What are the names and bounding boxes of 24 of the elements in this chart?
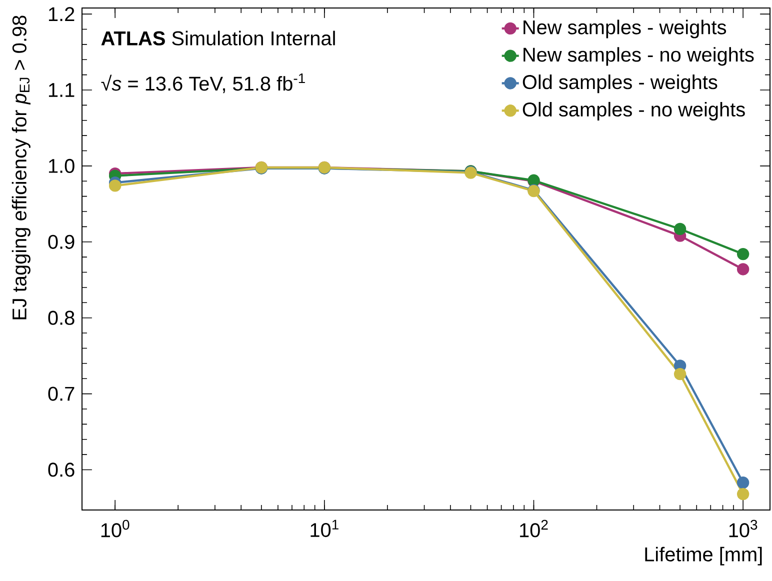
point — [736, 263, 750, 276]
legend-label: Old samples - no weights — [522, 102, 745, 121]
y-tick-label: 0.8 — [48, 310, 74, 325]
annotation: ATLAS Simulation Internal — [101, 30, 335, 46]
x-tick-label: 10$^{0}$ — [101, 520, 130, 538]
y-axis-title: EJ tagging efficiency for p$_{EJ}$ > 0.98 — [12, 16, 30, 320]
y-tick-label: 1.2 — [48, 7, 74, 22]
x-tick-label: 10$^{2}$ — [520, 520, 548, 538]
x-tick-label: 10$^{3}$ — [729, 520, 758, 538]
annotation: √s = 13.6 TeV, 51.8 fb$^{-1}$ — [101, 73, 305, 94]
y-tick-label: 1.1 — [48, 83, 74, 97]
y-tick-label: 0.7 — [48, 386, 74, 401]
point — [736, 248, 750, 260]
x-tick-label: 10$^{1}$ — [310, 520, 338, 538]
y-tick-label: 0.6 — [48, 462, 74, 477]
legend-label: New samples - weights — [524, 20, 726, 38]
y-tick-label: 0.9 — [48, 234, 74, 249]
point — [736, 488, 750, 500]
legend-label: Old samples - weights — [522, 74, 718, 94]
y-tick-label: 1.0 — [48, 158, 74, 173]
legend-label: New samples - no weights — [524, 47, 754, 66]
point — [108, 180, 122, 192]
point — [736, 476, 750, 489]
x-axis-title: Lifetime [mm] — [645, 546, 762, 566]
